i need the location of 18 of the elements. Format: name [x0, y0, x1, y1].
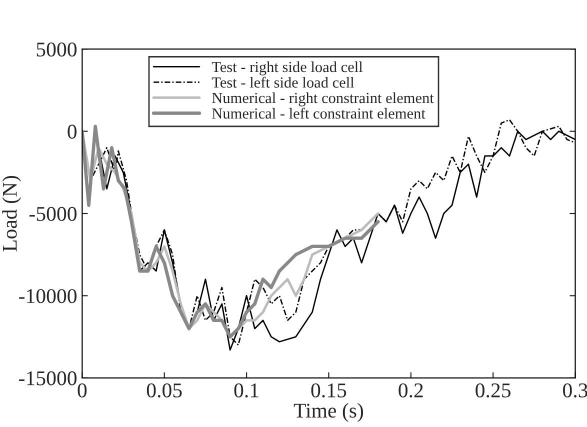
x-tick-label: 0.2: [398, 383, 423, 398]
y-axis-title: Load (N): [2, 176, 22, 252]
x-tick-label: 0: [78, 383, 87, 398]
x-axis-title: Time (s): [294, 403, 364, 422]
x-tick-label: 0.05: [146, 383, 182, 398]
x-tick-label: 0.25: [476, 383, 510, 398]
x-tick-label: 0.1: [234, 383, 258, 398]
legend-label: Numerical - right constraint element: [212, 92, 434, 106]
legend-label: Test - left side load cell: [212, 76, 354, 88]
y-tick-label: -5000: [29, 206, 77, 221]
y-tick-label: 0: [68, 124, 77, 139]
x-tick-label: 0.3: [563, 383, 587, 398]
legend-label: Numerical - left constraint element: [212, 108, 426, 119]
y-tick-label: -15000: [19, 371, 77, 386]
legend-label: Test - right side load cell: [212, 61, 363, 76]
y-tick-label: -10000: [19, 289, 77, 304]
x-tick-label: 0.15: [311, 383, 346, 398]
y-tick-label: 5000: [36, 42, 77, 57]
